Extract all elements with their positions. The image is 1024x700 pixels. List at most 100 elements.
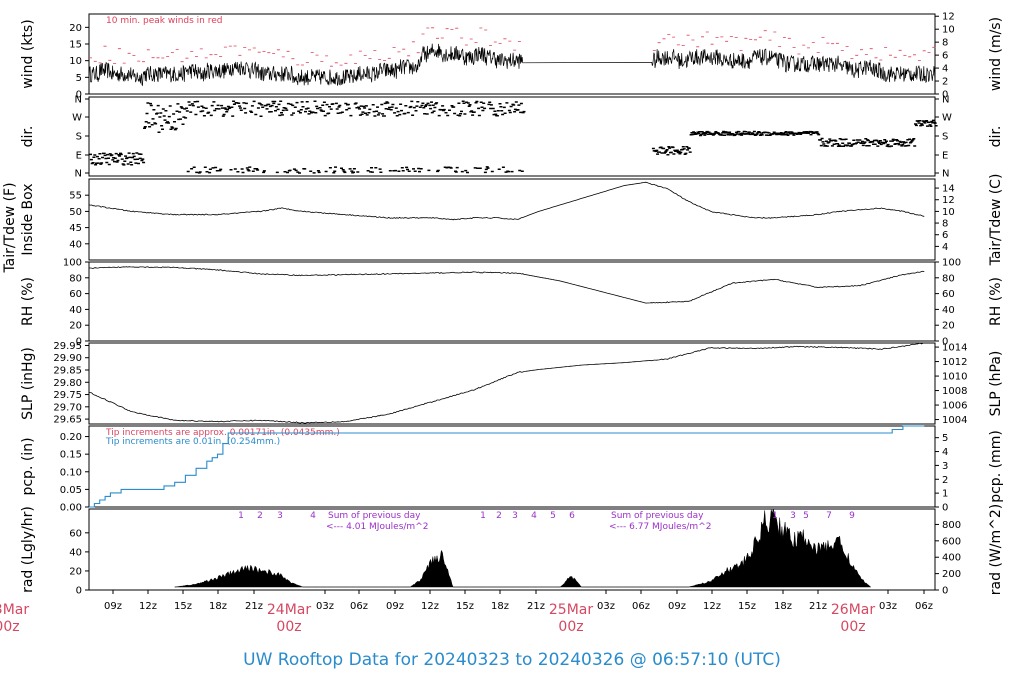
y-tick-label-right: 100 [942,258,961,269]
x-tick-label: 15z [456,601,474,612]
pressure-line [88,342,925,424]
chart-title: UW Rooftop Data for 20240323 to 20240326… [243,650,781,670]
sunshine-hour-label: 9 [849,511,855,521]
date-label-hour: 00z [0,619,20,635]
y-tick-label: W [72,113,82,124]
x-tick-label: 09z [668,601,686,612]
y-tick-label-right: W [942,113,952,124]
y-tick-label-right: 200 [942,569,961,580]
y-tick-label: 60 [69,289,82,300]
x-tick-label: 18z [491,601,509,612]
date-label-day: 25Mar [549,602,593,618]
precipitation-note-coarse: Tip increments are 0.01in. (0.254mm.) [105,437,280,447]
x-tick-label: 06z [915,601,933,612]
y-tick-label-right: 0 [942,503,948,514]
y-tick-label-right: 2 [942,475,948,486]
pressure-frame [88,342,936,425]
y-tick-label: 0.15 [60,450,82,461]
x-tick-label: 12z [139,601,157,612]
y-tick-label: 29.80 [53,378,82,389]
precipitation-line [89,425,925,508]
y-tick-label: 0.00 [60,503,82,514]
y-tick-label-right: 60 [942,289,955,300]
y-tick-label-right: 0 [942,337,948,348]
x-tick-label: 09z [386,601,404,612]
wind-frame [88,13,936,95]
sum-label-2: Sum of previous day [611,511,704,521]
sunshine-hour-label: 3 [790,511,796,521]
sunshine-hour-label: 4 [531,511,537,521]
direction-ylabel: dir. [20,126,36,148]
y-tick-label: 29.90 [53,353,82,364]
sunshine-hour-label: 1 [480,511,486,521]
x-tick-label: 03z [597,601,615,612]
humidity-line [88,266,925,304]
y-tick-label-right: 4 [942,242,948,253]
direction-ylabel-right: dir. [988,126,1004,148]
pressure-ylabel-right: SLP (hPa) [988,351,1004,417]
precipitation-ylabel-right: pcp. (mm) [988,430,1004,503]
precipitation-frame [88,425,936,508]
precipitation-note-fine: Tip increments are approx. 0.00171in. (0… [105,428,340,438]
y-tick-label: 20 [69,566,82,577]
y-tick-label-right: 6 [942,51,948,62]
y-tick-label: 5 [76,73,82,84]
y-tick-label-right: 4 [942,447,948,458]
x-tick-label: 15z [174,601,192,612]
y-tick-label: 0.20 [60,432,82,443]
y-tick-label-right: 14 [942,184,955,195]
y-tick-label-right: 600 [942,536,961,547]
y-tick-label: 40 [69,239,82,250]
radiation-ylabel-right: rad (W/m^2) [988,504,1004,595]
y-tick-label-right: S [942,132,948,143]
y-tick-label-right: 10 [942,25,955,36]
wind-annotation: 10 min. peak winds in red [106,16,223,26]
y-tick-label-right: 80 [942,273,955,284]
y-tick-label-right: 1006 [942,401,967,412]
sunshine-hour-label: 5 [803,511,809,521]
y-tick-label: N [75,95,82,106]
date-label-hour: 00z [840,619,865,635]
sum-value-2: <--- 6.77 MJoules/m^2 [609,522,711,532]
y-tick-label: E [76,151,82,162]
y-tick-label: 29.85 [53,366,82,377]
temperature-ylabel: Tair/Tdew (F) [2,182,18,273]
y-tick-label: 29.75 [53,390,82,401]
y-tick-label: 29.95 [53,341,82,352]
x-tick-label: 06z [350,601,368,612]
wind-speed-line [88,43,936,87]
temperature-line [88,181,925,221]
y-tick-label-right: E [942,151,948,162]
y-tick-label-right: 1014 [942,343,967,354]
sunshine-hour-label: 1 [772,511,778,521]
date-label-day: 26Mar [831,602,875,618]
y-tick-label-right: 1010 [942,372,967,383]
y-tick-label-right: 800 [942,520,961,531]
x-tick-label: 18z [774,601,792,612]
y-tick-label: 0 [76,90,82,101]
y-tick-label-right: 12 [942,12,955,23]
sunshine-hour-label: 1 [238,511,244,521]
precipitation-ylabel: pcp. (in) [20,437,36,495]
x-tick-label: 15z [738,601,756,612]
date-label-hour: 00z [558,619,583,635]
y-tick-label-right: 40 [942,305,955,316]
y-tick-label-right: 2 [942,77,948,88]
x-tick-label: 21z [809,601,827,612]
x-tick-label: 09z [104,601,122,612]
y-tick-label-right: 0 [942,586,948,597]
y-tick-label-right: N [942,169,949,180]
sunshine-hour-label: 6 [569,511,575,521]
x-tick-label: 03z [879,601,897,612]
sunshine-hour-label: 5 [550,511,556,521]
sunshine-hour-label: 3 [277,511,283,521]
y-tick-label-right: 1004 [942,415,967,426]
radiation-area [174,508,872,588]
y-tick-label: 0.05 [60,485,82,496]
sunshine-hour-label: 2 [496,511,502,521]
y-tick-label-right: 20 [942,321,955,332]
